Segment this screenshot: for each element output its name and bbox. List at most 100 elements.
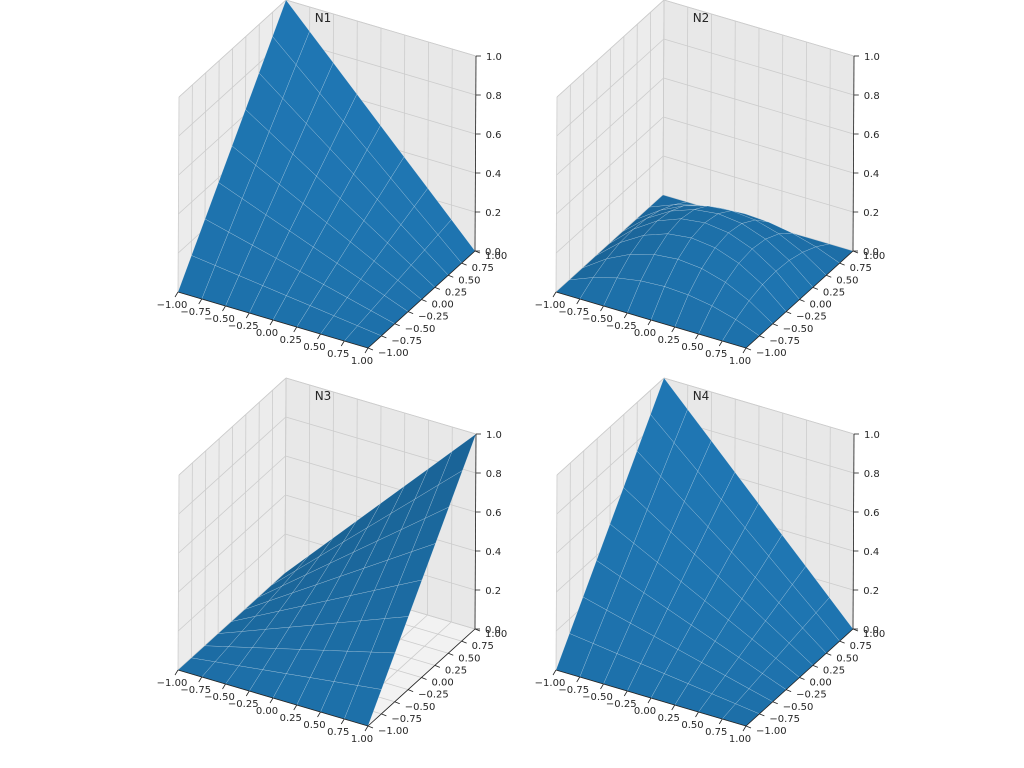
y-tick	[381, 713, 387, 717]
gridline-y	[190, 462, 193, 658]
z-tick-label: 0.4	[863, 169, 879, 180]
x-tick-label: −0.25	[228, 321, 259, 332]
pane-edge	[178, 0, 287, 98]
x-tick-label: 0.75	[327, 349, 349, 360]
x-tick	[364, 347, 369, 354]
x-tick-label: 0.25	[280, 713, 302, 724]
x-tick-label: −0.25	[606, 321, 637, 332]
pane-edge	[285, 377, 477, 435]
x-tick-label: 0.50	[681, 720, 703, 731]
gridline-y	[555, 474, 558, 671]
pane-edge	[556, 0, 665, 98]
y-tick	[785, 311, 792, 314]
z-tick-label: 1.0	[864, 430, 880, 441]
pane-edge	[284, 377, 287, 574]
x-tick	[576, 298, 581, 305]
y-tick-label: 0.25	[823, 665, 845, 676]
x-tick	[222, 305, 226, 312]
gridline-x	[733, 20, 736, 217]
gridline-z	[663, 116, 854, 174]
gridline-z	[178, 494, 286, 593]
x-tick-label: 0.00	[256, 706, 278, 717]
y-tick	[759, 335, 765, 339]
x-tick-label: 1.00	[729, 356, 751, 367]
y-tick-label: −1.00	[378, 348, 409, 359]
x-tick-label: 0.00	[634, 328, 656, 339]
x-tick-label: 0.25	[658, 713, 680, 724]
z-axis-line	[852, 433, 855, 630]
y-tick-label: −0.75	[769, 714, 800, 725]
x-tick-label: −1.00	[157, 678, 188, 689]
subplot-n2: −1.00−0.75−0.50−0.250.000.250.500.751.00…	[535, 0, 885, 367]
x-tick	[245, 312, 250, 319]
gridline-y	[649, 12, 652, 208]
x-tick	[718, 718, 723, 725]
gridline-y	[177, 96, 180, 293]
y-tick	[434, 665, 441, 668]
x-tick-label: 1.00	[729, 734, 751, 745]
gridline-x	[710, 13, 712, 210]
x-tick	[671, 326, 676, 333]
x-tick-label: −0.75	[558, 307, 589, 318]
x-tick	[600, 305, 604, 312]
y-tick	[421, 299, 427, 302]
gridline-y	[568, 462, 571, 658]
x-tick	[317, 711, 321, 718]
z-tick-label: 0.2	[863, 208, 879, 219]
z-tick-label: 0.2	[485, 586, 501, 597]
z-tick-label: 0.2	[485, 208, 501, 219]
x-tick-label: 0.75	[327, 727, 349, 738]
y-tick	[381, 335, 387, 339]
x-tick-label: −0.75	[180, 685, 211, 696]
x-tick	[718, 340, 723, 347]
x-tick-label: −1.00	[535, 300, 566, 311]
y-tick-label: 0.00	[432, 678, 454, 689]
gridline-z	[178, 416, 287, 515]
y-tick	[839, 262, 845, 266]
x-tick	[293, 326, 298, 333]
subplot-n3: −1.00−0.75−0.50−0.250.000.250.500.751.00…	[157, 377, 507, 745]
gridline-x	[828, 48, 831, 245]
gridline-y	[609, 48, 611, 244]
x-tick-label: 0.50	[303, 720, 325, 731]
y-tick-label: 0.25	[823, 287, 845, 298]
z-axis-line	[474, 433, 477, 630]
subplot-title: N3	[315, 389, 332, 403]
gridline-y	[555, 96, 558, 293]
z-tick-label: 0.0	[863, 247, 879, 258]
gridline-y	[217, 438, 220, 634]
gridline-z	[555, 155, 664, 254]
x-tick	[600, 683, 604, 690]
y-tick-label: −0.75	[769, 336, 800, 347]
gridline-x	[308, 384, 311, 581]
gridline-x	[686, 6, 689, 203]
y-tick	[394, 323, 400, 327]
z-tick-label: 0.8	[486, 91, 502, 102]
gridline-z	[556, 38, 665, 137]
z-tick-label: 1.0	[864, 52, 880, 63]
gridline-y	[635, 24, 638, 220]
y-tick	[745, 725, 752, 729]
z-tick-label: 1.0	[486, 52, 502, 63]
gridline-z	[556, 77, 664, 176]
y-tick-label: −0.50	[783, 702, 814, 713]
y-tick	[367, 347, 374, 351]
y-tick-label: −0.25	[418, 312, 449, 323]
y-tick	[799, 299, 805, 302]
y-tick	[839, 640, 845, 644]
y-tick	[812, 665, 819, 668]
y-tick-label: 0.75	[472, 641, 494, 652]
x-tick-label: −0.50	[582, 692, 613, 703]
z-tick-label: 0.0	[485, 625, 501, 636]
z-tick-label: 0.6	[486, 130, 502, 141]
y-tick	[448, 652, 454, 656]
z-tick-label: 0.6	[864, 508, 880, 519]
gridline-z	[178, 455, 286, 554]
y-tick	[759, 713, 765, 717]
gridline-z	[663, 38, 854, 96]
y-tick-label: 0.25	[445, 665, 467, 676]
y-tick-label: −0.50	[783, 324, 814, 335]
y-tick	[826, 652, 832, 656]
x-tick	[269, 697, 274, 704]
